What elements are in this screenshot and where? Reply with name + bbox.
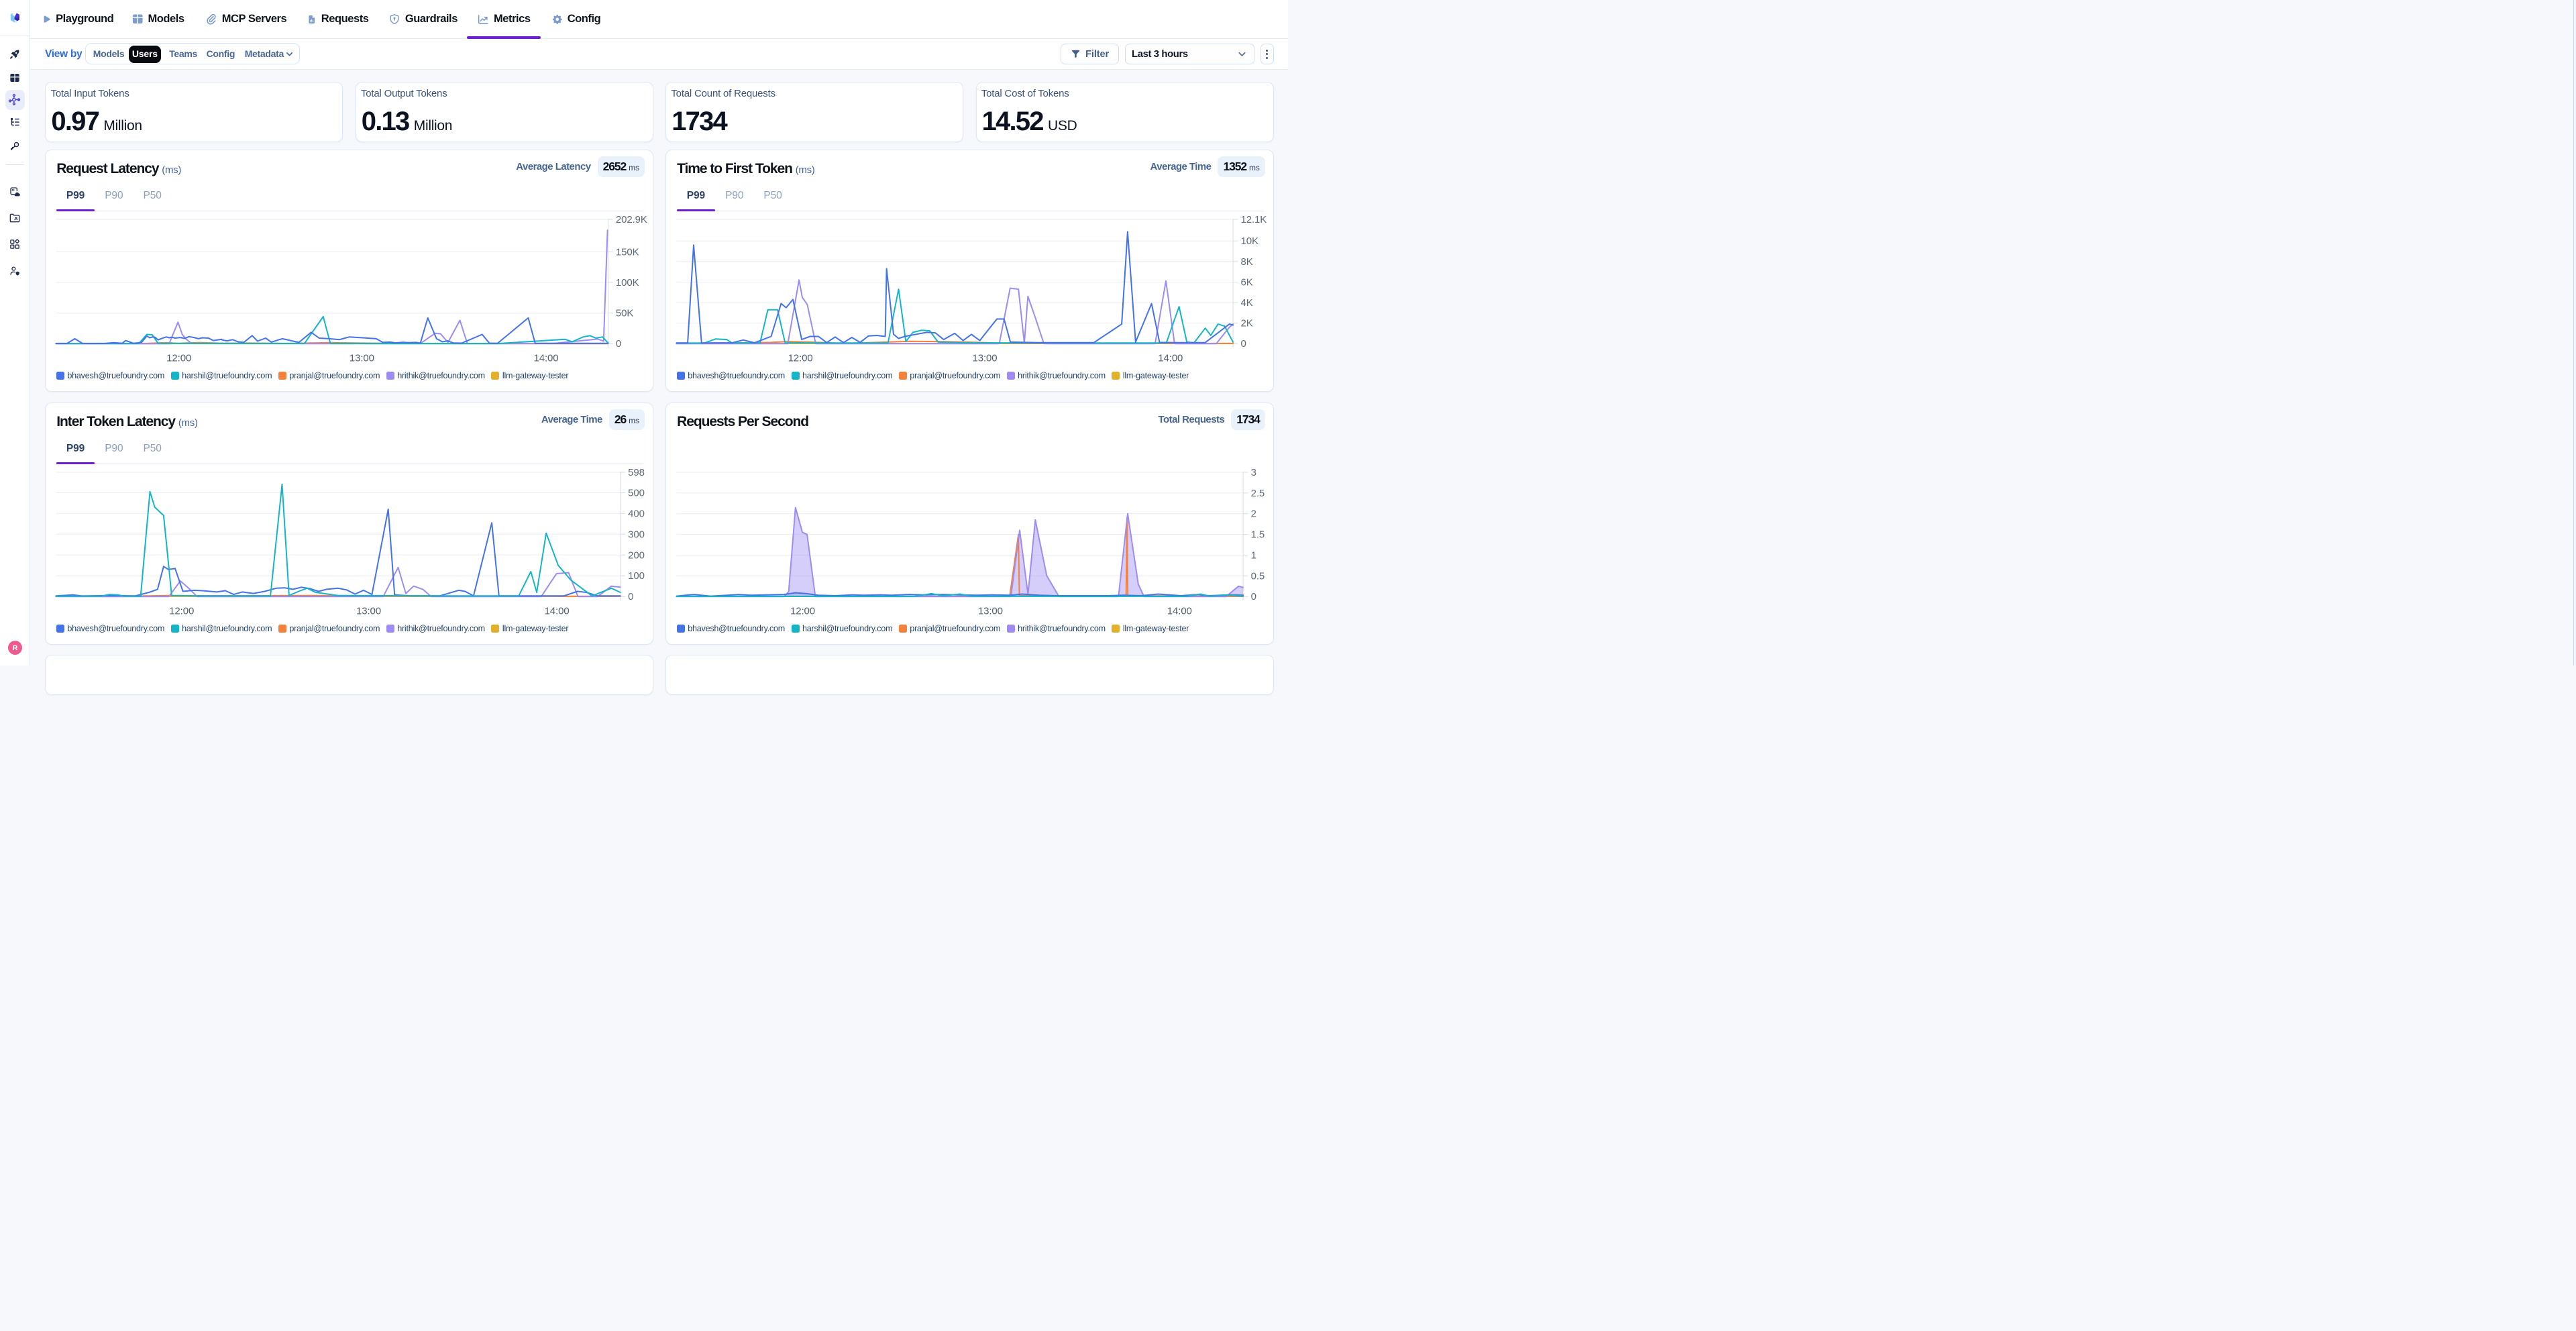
svg-text:0: 0: [1241, 338, 1246, 350]
svg-text:400: 400: [628, 508, 645, 519]
svg-text:13:00: 13:00: [356, 606, 381, 617]
svg-text:14:00: 14:00: [1167, 606, 1192, 617]
svg-text:0.5: 0.5: [1251, 570, 1265, 582]
svg-text:8K: 8K: [1241, 256, 1253, 268]
svg-text:50K: 50K: [616, 308, 633, 319]
svg-text:2K: 2K: [1241, 318, 1253, 329]
svg-text:6K: 6K: [1241, 276, 1253, 288]
svg-text:12:00: 12:00: [790, 606, 815, 617]
svg-text:150K: 150K: [616, 246, 639, 258]
svg-text:1.5: 1.5: [1251, 529, 1265, 541]
svg-text:14:00: 14:00: [545, 606, 570, 617]
svg-text:13:00: 13:00: [350, 353, 374, 364]
svg-text:13:00: 13:00: [978, 606, 1003, 617]
svg-text:2: 2: [1251, 509, 1256, 520]
svg-text:200: 200: [628, 549, 645, 561]
svg-text:12:00: 12:00: [167, 353, 192, 364]
svg-text:14:00: 14:00: [1159, 353, 1183, 364]
svg-text:598: 598: [628, 467, 645, 478]
svg-text:500: 500: [628, 488, 645, 499]
svg-text:12:00: 12:00: [788, 353, 813, 364]
svg-text:14:00: 14:00: [534, 353, 559, 364]
svg-text:202.9K: 202.9K: [616, 214, 647, 225]
svg-text:12.1K: 12.1K: [1241, 214, 1267, 225]
svg-text:10K: 10K: [1241, 235, 1258, 247]
svg-text:0: 0: [628, 591, 633, 602]
svg-text:0: 0: [616, 338, 621, 350]
svg-text:300: 300: [628, 529, 645, 540]
svg-text:13:00: 13:00: [973, 353, 998, 364]
svg-text:100: 100: [628, 570, 645, 582]
svg-text:4K: 4K: [1241, 297, 1253, 309]
svg-text:12:00: 12:00: [170, 606, 195, 617]
svg-text:100K: 100K: [616, 277, 639, 288]
svg-text:3: 3: [1251, 467, 1256, 478]
svg-text:0: 0: [1251, 591, 1256, 602]
svg-text:2.5: 2.5: [1251, 488, 1265, 499]
svg-text:1: 1: [1251, 550, 1256, 562]
